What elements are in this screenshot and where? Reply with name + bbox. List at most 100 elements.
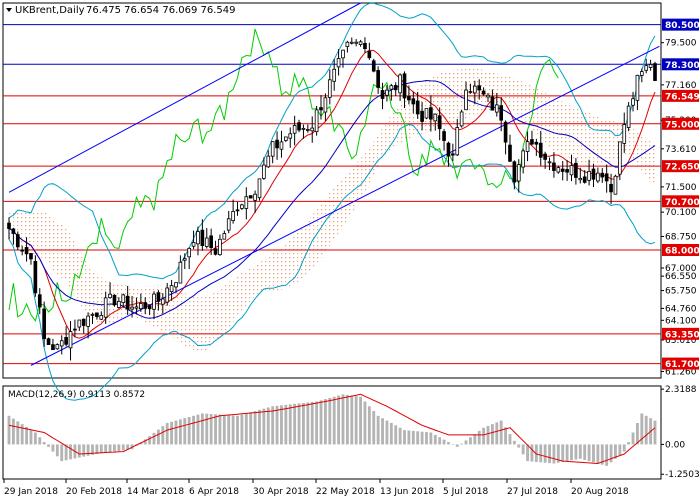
- candle: [534, 138, 539, 156]
- candle: [626, 102, 631, 132]
- macd-histogram-bar: [332, 396, 336, 445]
- candle-body: [253, 193, 257, 201]
- candle: [213, 240, 218, 256]
- macd-histogram-bar: [363, 401, 367, 445]
- dropdown-triangle-icon: [6, 8, 12, 12]
- candle: [187, 247, 192, 269]
- price-tick-label: 61.260: [665, 368, 697, 378]
- ohlc-readout: 76.475 76.654 76.069 76.549: [86, 5, 236, 16]
- price-tick-label: 70.100: [665, 208, 697, 218]
- candle-body: [565, 169, 569, 173]
- candle-body: [178, 261, 183, 284]
- candle: [486, 92, 490, 102]
- candle-body: [200, 229, 205, 246]
- candle: [112, 294, 117, 307]
- macd-histogram-bar: [420, 431, 424, 445]
- candle-body: [64, 337, 68, 345]
- candle: [301, 124, 306, 139]
- price-tick-label: 73.610: [665, 145, 697, 155]
- candle-body: [521, 150, 525, 168]
- macd-histogram-bar: [69, 444, 72, 460]
- macd-histogram-bar: [477, 430, 481, 445]
- candle: [165, 282, 170, 306]
- macd-histogram-bar: [231, 415, 235, 445]
- candle: [639, 68, 644, 83]
- macd-histogram-bar: [622, 444, 626, 452]
- level-badge-box: [662, 357, 699, 370]
- macd-histogram-bar: [60, 444, 64, 462]
- candle: [385, 85, 389, 102]
- candle: [341, 49, 345, 68]
- candle-body: [262, 164, 266, 179]
- macd-histogram-bar: [288, 404, 292, 445]
- candle-body: [358, 41, 363, 45]
- candle: [143, 297, 148, 315]
- candle: [402, 71, 407, 108]
- level-badge-box: [662, 243, 699, 256]
- macd-tick-label: 0.00: [665, 440, 685, 450]
- candle: [398, 73, 402, 101]
- candle-body: [209, 235, 213, 248]
- candle-body: [310, 127, 315, 132]
- candle-body: [389, 85, 394, 90]
- candle-body: [534, 141, 539, 145]
- macd-histogram-bar: [451, 444, 455, 445]
- macd-histogram-bar: [627, 442, 631, 445]
- candle-body: [134, 306, 139, 309]
- candle-body: [306, 129, 310, 131]
- candles: [7, 37, 657, 361]
- macd-histogram-bar: [490, 424, 494, 445]
- candle: [376, 66, 380, 94]
- candle: [591, 163, 596, 188]
- macd-histogram-bar: [47, 444, 50, 447]
- candle: [20, 245, 25, 256]
- macd-histogram-bar: [323, 399, 327, 445]
- candle: [15, 231, 20, 250]
- candle: [81, 318, 86, 334]
- candle: [644, 58, 649, 74]
- candle: [407, 85, 411, 105]
- macd-histogram-bar: [464, 440, 468, 445]
- macd-histogram-bar: [16, 421, 20, 445]
- macd-histogram-bar: [640, 413, 644, 445]
- level-badge-label: 78.300: [665, 61, 700, 71]
- candle-body: [552, 162, 556, 171]
- candle-body: [257, 178, 262, 199]
- candle-body: [648, 64, 653, 68]
- candle: [587, 159, 591, 186]
- macd-histogram-bar: [51, 444, 55, 452]
- candle-body: [574, 162, 578, 178]
- macd-histogram-bar: [7, 415, 11, 445]
- candle: [429, 95, 433, 132]
- candle-body: [240, 204, 244, 209]
- date-tick-label: 14 Mar 2018: [127, 487, 184, 497]
- candle: [288, 127, 293, 148]
- macd-histogram-bar: [605, 444, 609, 466]
- candle-body: [46, 338, 51, 345]
- date-tick-label: 22 May 2018: [316, 487, 375, 497]
- candle: [51, 338, 55, 351]
- candle-body: [95, 312, 99, 317]
- candle: [635, 74, 640, 111]
- bollinger-lower: [8, 123, 656, 401]
- candle: [552, 152, 556, 178]
- macd-histogram-bar: [372, 411, 376, 445]
- candle: [297, 119, 301, 133]
- candle: [284, 136, 288, 143]
- macd-histogram-bar: [64, 444, 68, 461]
- candle-body: [446, 142, 451, 157]
- macd-histogram-bar: [644, 415, 648, 445]
- candle-body: [248, 195, 253, 199]
- symbol-label: UKBrent,Daily: [15, 5, 85, 16]
- candle: [117, 297, 121, 309]
- macd-histogram-bar: [512, 440, 516, 445]
- candle-body: [380, 90, 385, 99]
- candle-body: [33, 260, 38, 294]
- macd-histogram-bar: [429, 432, 433, 445]
- macd-histogram-bar: [508, 434, 512, 445]
- candle: [345, 40, 350, 53]
- candle-body: [125, 295, 130, 310]
- candle-body: [600, 172, 605, 178]
- candle: [266, 150, 271, 168]
